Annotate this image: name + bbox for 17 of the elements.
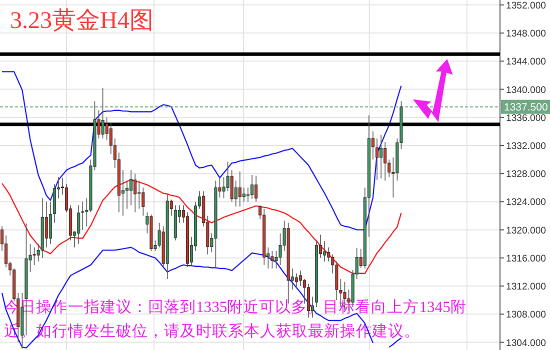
y-tick-label: 1344.000 [506, 56, 546, 68]
y-tick-label: 1320.000 [506, 225, 546, 236]
y-tick-label: 1332.000 [506, 140, 546, 152]
y-tick-label: 1316.000 [506, 253, 546, 264]
y-tick-label: 1336.000 [506, 112, 546, 124]
line-series [1, 179, 402, 274]
ref-line-label: 1337.500 [504, 102, 548, 114]
chart-title: 3.23黄金H4图 [10, 8, 154, 34]
y-tick-label: 1328.000 [506, 169, 546, 180]
y-tick-label: 1312.000 [506, 282, 546, 293]
y-tick-label: 1324.000 [506, 197, 546, 208]
y-tick-label: 1352.000 [506, 0, 546, 12]
line-series [1, 71, 402, 230]
y-tick-label: 1340.000 [506, 84, 546, 96]
y-tick-label: 1304.000 [506, 338, 546, 349]
y-tick-label: 1308.000 [506, 310, 546, 321]
y-tick-label: 1348.000 [506, 28, 546, 40]
